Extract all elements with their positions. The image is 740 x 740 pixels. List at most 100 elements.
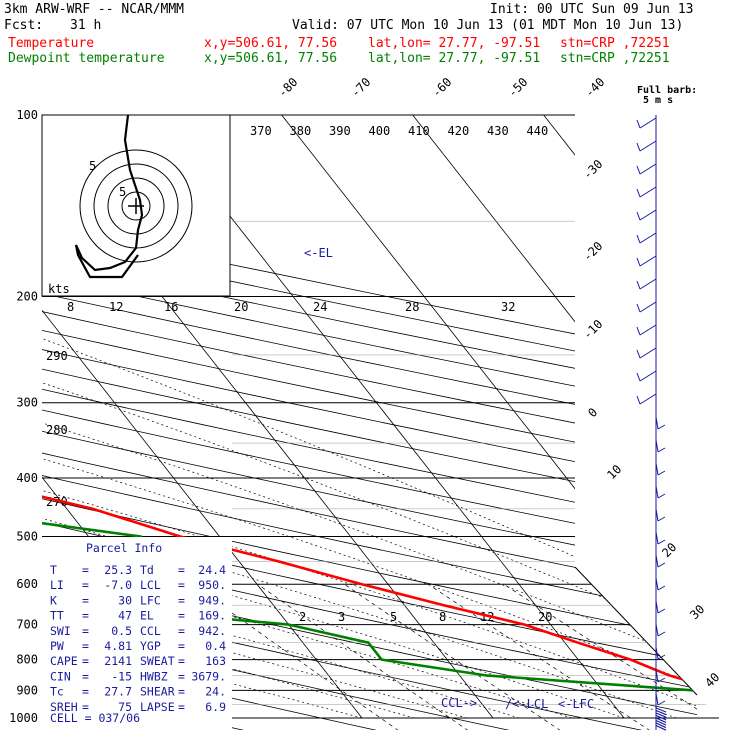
parcel-equals: = (82, 624, 89, 638)
pressure-tick-label: 100 (16, 108, 38, 122)
hodograph-trace (74, 114, 144, 279)
level-annotations: <-EL CCL-> /<-LCL <-LFC (304, 246, 594, 711)
ccl-marker: CCL-> (441, 696, 477, 710)
wind-barb (655, 462, 666, 476)
parcel-key: LCL (140, 578, 161, 592)
dry-adiabat (42, 115, 512, 730)
theta-label: 410 (408, 124, 430, 138)
dry-adiabat-label: 280 (46, 423, 68, 437)
wind-barb (655, 719, 667, 726)
theta-label: 390 (329, 124, 351, 138)
parcel-equals: = (178, 624, 185, 638)
dew-legend-xy: x,y=506.61, 77.56 (204, 51, 338, 66)
hodograph-ring (107, 177, 165, 235)
dry-adiabat (42, 115, 697, 730)
temperature-tick-label: -50 (505, 75, 530, 100)
parcel-value: 0.4 (205, 639, 226, 653)
forecast-label: Fcst: (4, 18, 44, 33)
dewpoint-profile (42, 115, 697, 720)
parcel-value: 25.3 (104, 563, 132, 577)
wind-barb (655, 439, 666, 453)
wind-barb (655, 600, 666, 614)
parcel-value: 30 (118, 593, 132, 607)
temperature-tick-label: -10 (580, 317, 605, 342)
wind-barb (655, 712, 667, 718)
wind-barb (655, 485, 666, 499)
wind-barb (655, 646, 666, 660)
parcel-key: LI (50, 578, 64, 592)
profile-curves (42, 115, 697, 720)
dry-adiabat (42, 115, 697, 730)
isotherm-line (674, 115, 697, 719)
parcel-value: 27.7 (104, 685, 132, 699)
parcel-value: 2141 (104, 654, 132, 668)
wind-barb-panel: Full barb: 5 m s (636, 85, 697, 731)
mixing-ratio-label: 2 (299, 610, 306, 624)
mixing-ratio-label: 20 (538, 610, 552, 624)
mixing-ratio-line (191, 583, 400, 730)
dew-legend-latlon: lat,lon= 27.77, -97.51 (368, 51, 541, 66)
wind-barb (636, 393, 657, 405)
moist-adiabat (42, 296, 572, 719)
temp-legend-name: Temperature (8, 36, 95, 51)
lfc-marker: <-LFC (558, 697, 594, 711)
el-marker: <-EL (304, 246, 333, 260)
isotherm-line (543, 115, 697, 719)
parcel-value: 24. (205, 685, 226, 699)
wind-barb (636, 232, 657, 244)
wind-barb (655, 692, 666, 706)
pressure-tick-label: 900 (16, 683, 38, 697)
hodograph-ring-label: 5 (89, 159, 96, 173)
parcel-equals: = (178, 685, 185, 699)
init-time: Init: 00 UTC Sun 09 Jun 13 (490, 2, 694, 17)
parcel-equals: = (82, 669, 89, 683)
wind-barb (655, 709, 667, 716)
full-barb-label: Full barb: (637, 85, 697, 96)
speed-tick: 20 (234, 300, 248, 314)
parcel-equals: = (178, 578, 185, 592)
temperature-tick-label: 20 (659, 540, 679, 560)
dry-adiabat (42, 115, 697, 730)
parcel-equals: = (82, 578, 89, 592)
mixing-ratio-label: 5 (390, 610, 397, 624)
parcel-equals: = (82, 654, 89, 668)
speed-tick: 12 (109, 300, 123, 314)
theta-label: 420 (448, 124, 470, 138)
parcel-key: Tc (50, 685, 64, 699)
parcel-equals: = (82, 700, 89, 714)
temp-legend-latlon: lat,lon= 27.77, -97.51 (368, 36, 541, 51)
parcel-value: 75 (118, 700, 132, 714)
wind-barb (655, 722, 667, 729)
mixing-ratio-label: 3 (338, 610, 345, 624)
dry-adiabat (42, 115, 697, 730)
parcel-equals: = (178, 609, 185, 623)
parcel-key: CAPE (50, 654, 78, 668)
parcel-value: 6.9 (205, 700, 226, 714)
valid-time: Valid: 07 UTC Mon 10 Jun 13 (01 MDT Mon … (292, 18, 684, 33)
mixing-ratio-line (257, 583, 469, 730)
parcel-key: LAPSE (140, 700, 175, 714)
parcel-value: 47 (118, 609, 132, 623)
parcel-value: -7.0 (104, 578, 132, 592)
pressure-tick-label: 500 (16, 529, 38, 543)
wind-barb (636, 370, 657, 382)
parcel-key: EL (140, 609, 154, 623)
moist-adiabat (42, 296, 520, 719)
temperature-profile (42, 115, 697, 720)
wind-barb (636, 301, 657, 313)
hodograph-ring (121, 191, 151, 221)
wind-barb (655, 714, 667, 721)
temperature-tick-label: -30 (580, 157, 605, 182)
wind-barb (655, 669, 666, 683)
parcel-equals: = (178, 669, 185, 683)
parcel-equals: = (82, 685, 89, 699)
parcel-key: SREH (50, 700, 78, 714)
forecast-hour: 31 h (70, 18, 102, 33)
pressure-tick-label: 400 (16, 471, 38, 485)
parcel-key: TT (50, 609, 64, 623)
isotherm-line (281, 115, 697, 719)
temperature-tick-label: -20 (580, 239, 605, 264)
parcel-value: 3679. (191, 669, 226, 683)
temperature-tick-label: 10 (604, 462, 624, 482)
